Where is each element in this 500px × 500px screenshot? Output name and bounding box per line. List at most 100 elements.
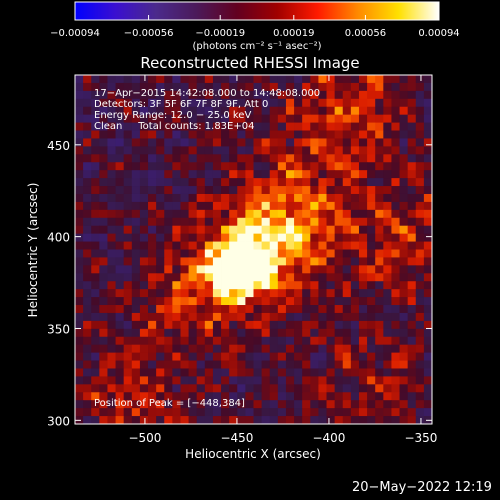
heatmap-cell (358, 82, 368, 92)
heatmap-cell (375, 392, 384, 401)
heatmap-cell (229, 392, 238, 401)
heatmap-cell (131, 106, 141, 116)
heatmap-cell (188, 114, 198, 123)
heatmap-cell (277, 257, 287, 266)
heatmap-cell (261, 297, 271, 306)
heatmap-cell (131, 265, 141, 274)
heatmap-cell (212, 281, 222, 290)
heatmap-cell (245, 178, 254, 187)
heatmap-cell (75, 320, 84, 330)
heatmap-cell (115, 416, 125, 425)
heatmap-cell (277, 193, 287, 203)
heatmap-cell (302, 400, 311, 409)
heatmap-cell (334, 170, 344, 179)
heatmap-cell (383, 289, 392, 298)
heatmap-cell (196, 344, 206, 354)
heatmap-cell (415, 193, 425, 203)
heatmap-cell (107, 98, 116, 108)
heatmap-cell (245, 265, 254, 274)
heatmap-cell (148, 75, 157, 84)
heatmap-cell (310, 297, 319, 306)
heatmap-cell (75, 408, 84, 417)
heatmap-cell (123, 289, 133, 298)
heatmap-cell (237, 328, 246, 338)
heatmap-cell (212, 416, 222, 425)
heatmap-cell (75, 209, 84, 219)
heatmap-cell (148, 249, 157, 258)
heatmap-cell (415, 75, 425, 84)
heatmap-cell (310, 114, 319, 123)
heatmap-cell (164, 233, 173, 242)
heatmap-cell (367, 98, 376, 108)
heatmap-cell (253, 265, 263, 274)
heatmap-cell (285, 138, 295, 147)
heatmap-cell (318, 241, 327, 250)
heatmap-cell (415, 170, 425, 179)
heatmap-cell (350, 225, 360, 235)
heatmap-cell (326, 312, 336, 322)
heatmap-cell (83, 154, 92, 163)
heatmap-cell (188, 265, 198, 274)
heatmap-cell (212, 273, 222, 282)
heatmap-cell (212, 265, 222, 274)
heatmap-cell (334, 114, 344, 123)
heatmap-cell (269, 400, 279, 409)
heatmap-cell (148, 273, 157, 282)
heatmap-cell (294, 368, 303, 377)
heatmap-cell (245, 233, 254, 242)
heatmap-cell (253, 154, 263, 163)
heatmap-cell (383, 328, 392, 338)
heatmap-cell (277, 225, 287, 235)
heatmap-cell (383, 193, 392, 203)
heatmap-cell (123, 82, 133, 92)
heatmap-cell (156, 209, 165, 219)
heatmap-cell (367, 75, 376, 84)
heatmap-cell (180, 209, 189, 219)
heatmap-cell (91, 336, 100, 346)
heatmap-cell (415, 122, 425, 131)
heatmap-cell (407, 265, 417, 274)
heatmap-cell (302, 408, 311, 417)
heatmap-cell (269, 384, 279, 393)
heatmap-cell (172, 249, 181, 258)
heatmap-cell (391, 154, 400, 163)
heatmap-cell (115, 170, 125, 179)
heatmap-cell (310, 257, 319, 266)
heatmap-cell (212, 122, 222, 131)
heatmap-cell (196, 106, 206, 116)
heatmap-cell (375, 130, 384, 139)
heatmap-cell (285, 312, 295, 322)
heatmap-cell (350, 90, 360, 100)
y-axis-label: Heliocentric Y (arcsec) (26, 183, 40, 318)
heatmap-cell (83, 328, 92, 338)
heatmap-cell (75, 201, 84, 211)
heatmap-cell (423, 225, 433, 235)
heatmap-cell (423, 186, 433, 195)
heatmap-cell (229, 209, 238, 219)
heatmap-cell (318, 273, 327, 282)
heatmap-cell (285, 106, 295, 116)
heatmap-cell (115, 154, 125, 163)
heatmap-cell (407, 122, 417, 131)
heatmap-cell (164, 289, 173, 298)
heatmap-cell (358, 360, 368, 369)
heatmap-cell (75, 249, 84, 258)
heatmap-cell (156, 336, 165, 346)
heatmap-cell (107, 170, 116, 179)
heatmap-cell (391, 352, 400, 361)
heatmap-cell (342, 368, 352, 377)
heatmap-cell (269, 193, 279, 203)
heatmap-cell (229, 122, 238, 131)
heatmap-cell (318, 154, 327, 163)
heatmap-cell (326, 249, 336, 258)
heatmap-cell (180, 193, 189, 203)
heatmap-cell (277, 146, 287, 155)
heatmap-cell (318, 289, 327, 298)
heatmap-cell (156, 75, 165, 84)
heatmap-cell (302, 170, 311, 179)
heatmap-cell (285, 265, 295, 274)
heatmap-cell (148, 281, 157, 290)
heatmap-cell (196, 217, 206, 227)
heatmap-cell (212, 170, 222, 179)
heatmap-cell (269, 297, 279, 306)
